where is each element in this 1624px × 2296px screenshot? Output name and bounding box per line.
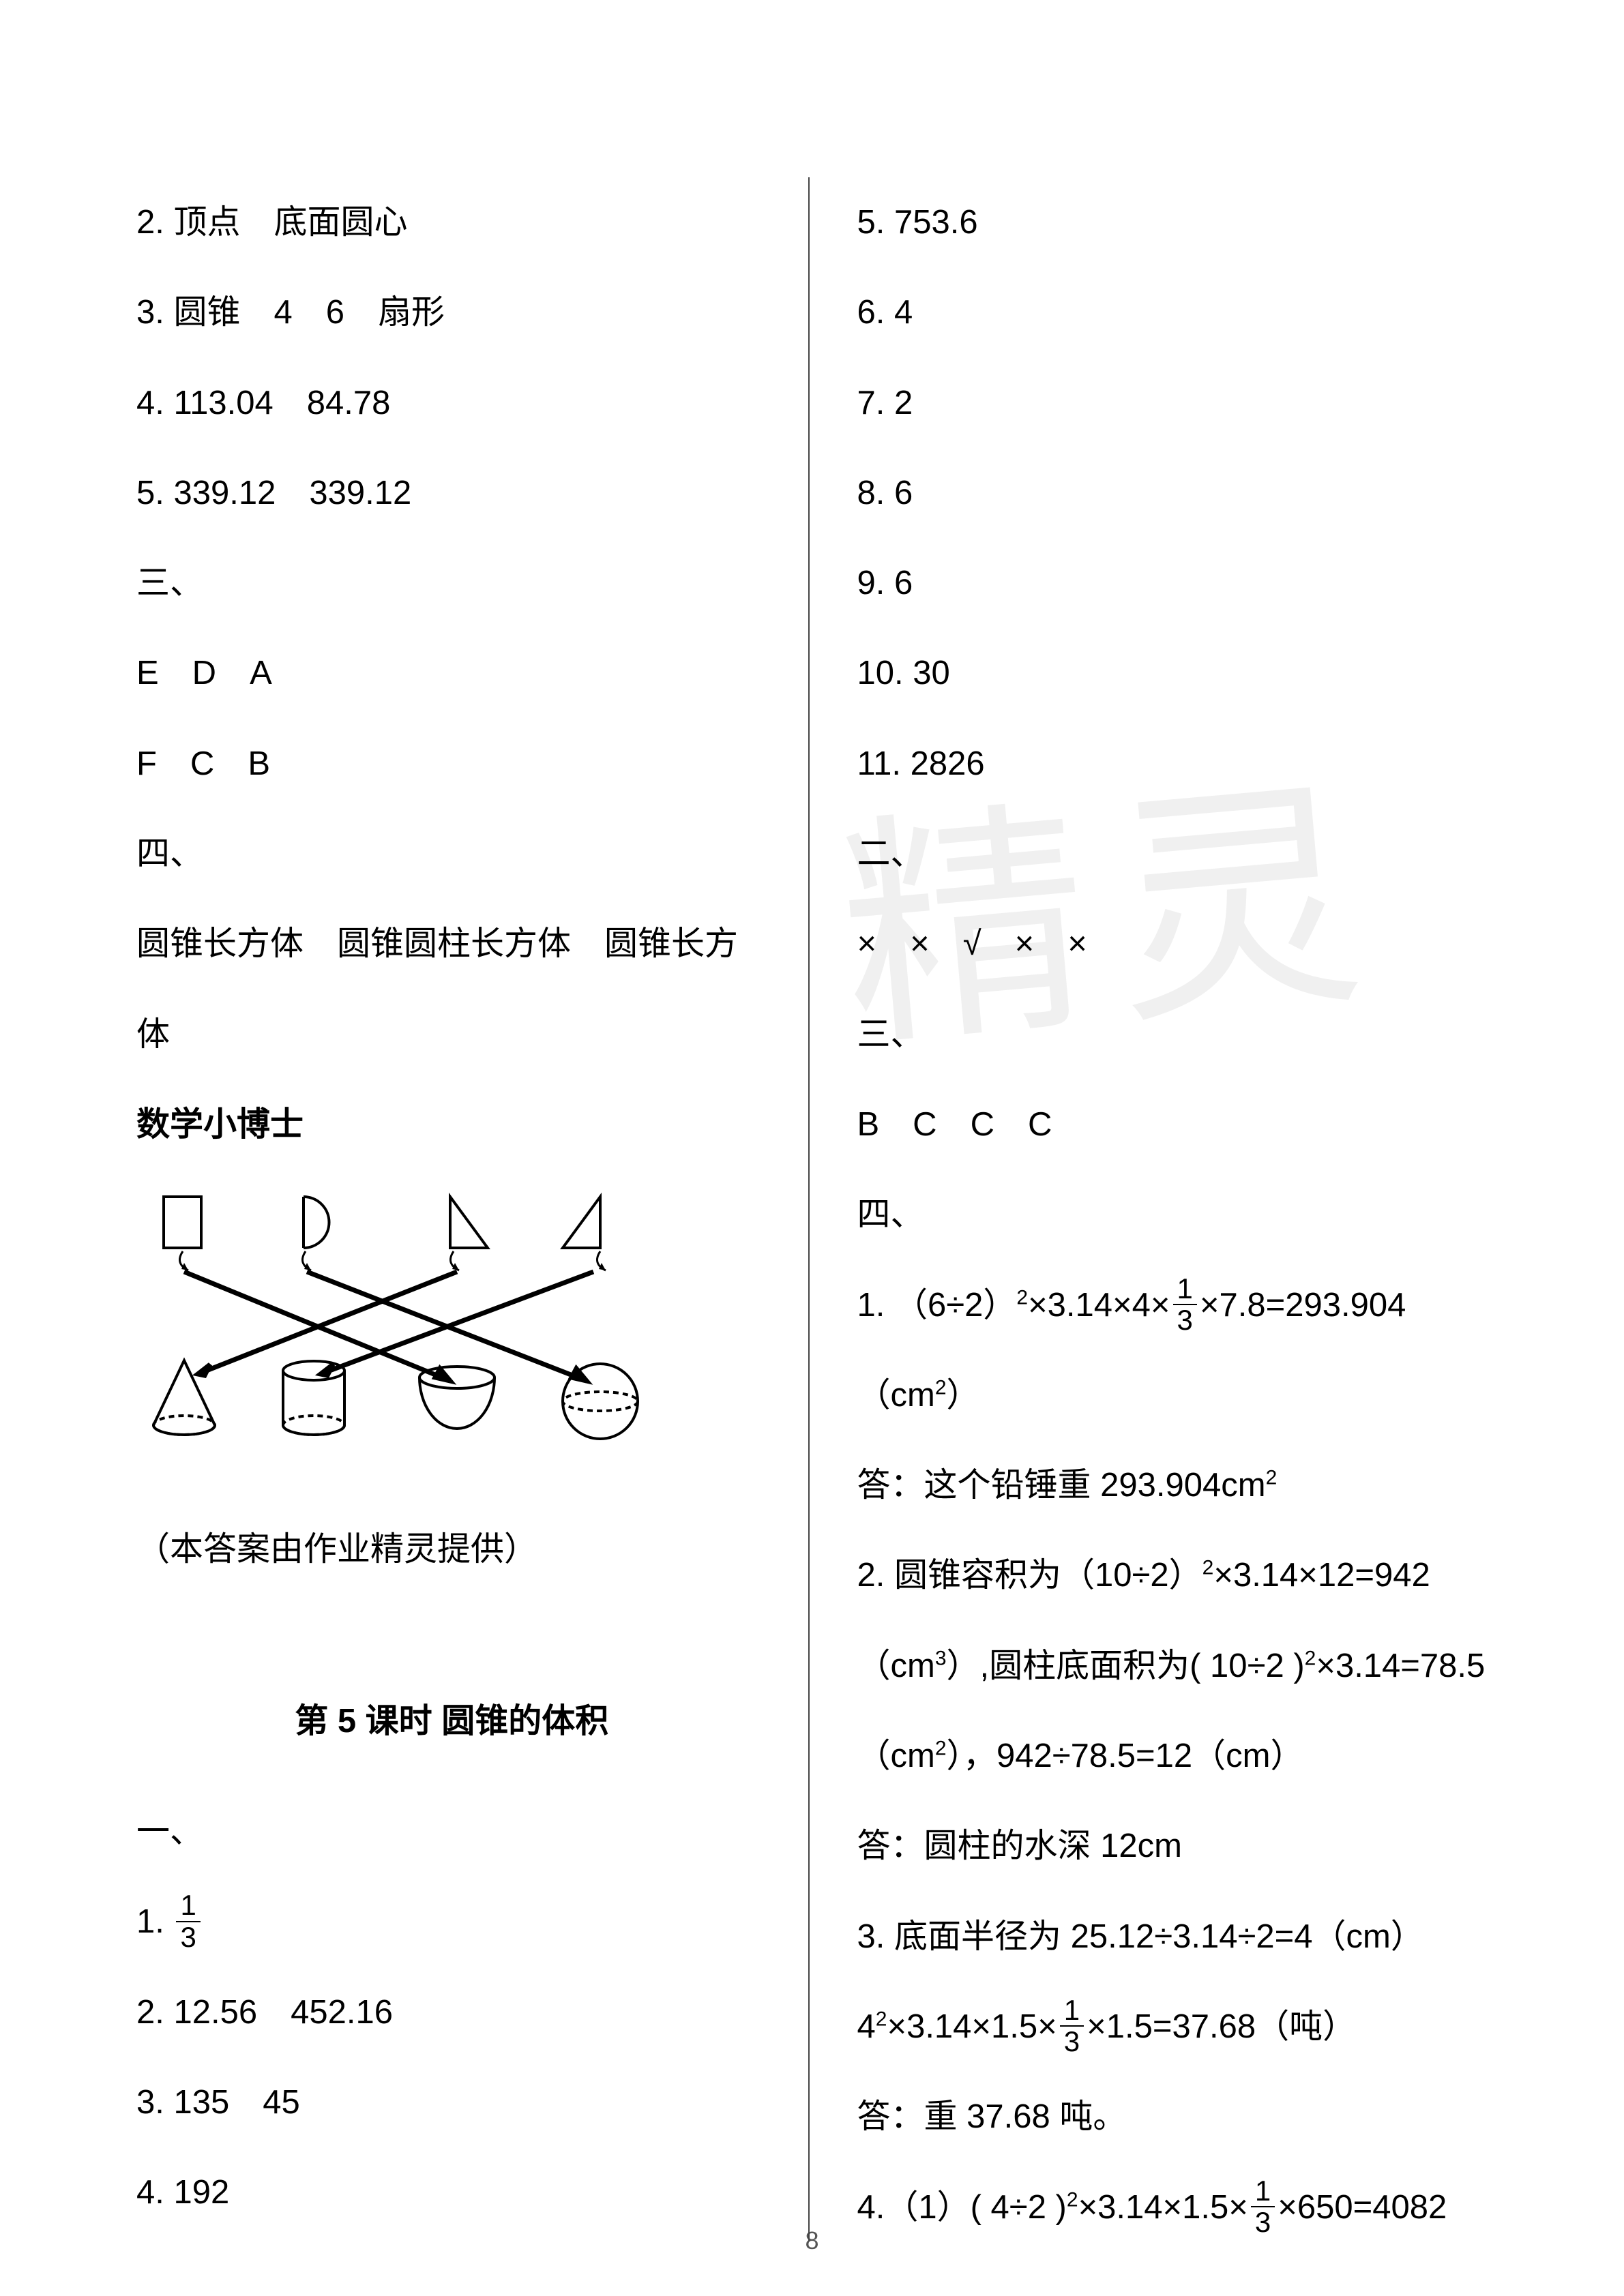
answer-line: 42×3.14×1.5×13×1.5=37.68（吨）: [857, 1982, 1488, 2072]
sup: 2: [935, 1738, 947, 1760]
answer-line: 9. 6: [857, 538, 1488, 628]
section-heading: 二、: [857, 809, 1488, 899]
sup: 2: [1202, 1557, 1214, 1579]
answer-line: 3. 圆锥 4 6 扇形: [136, 267, 767, 357]
answer-line: 体: [136, 989, 767, 1079]
text: ）,圆柱底面积为( 10÷2 ): [947, 1648, 1305, 1684]
text: ），942÷78.5=12（cm）: [947, 1738, 1304, 1774]
text: ×3.14×4×: [1028, 1287, 1170, 1324]
answer-line: F C B: [136, 719, 767, 809]
answer-line: 2. 12.56 452.16: [136, 1967, 767, 2057]
section-heading: 三、: [857, 989, 1488, 1079]
page: 2. 顶点 底面圆心 3. 圆锥 4 6 扇形 4. 113.04 84.78 …: [0, 0, 1624, 2296]
text: ×3.14×12=942: [1213, 1557, 1430, 1594]
credit-text: （本答案由作业精灵提供）: [136, 1504, 767, 1594]
answer-line: 1. （6÷2）2×3.14×4×13×7.8=293.904: [857, 1260, 1488, 1350]
answer-line: 8. 6: [857, 448, 1488, 538]
sup: 2: [876, 2008, 887, 2031]
text: 4: [857, 2008, 876, 2045]
answer-line: × × √ × ×: [857, 899, 1488, 989]
fraction: 13: [1251, 2176, 1275, 2237]
answer-line: 10. 30: [857, 628, 1488, 718]
text: ）: [947, 1377, 980, 1414]
answer-line: 2. 顶点 底面圆心: [136, 177, 767, 267]
answer-line: （cm3）,圆柱底面积为( 10÷2 )2×3.14=78.5: [857, 1621, 1488, 1711]
answer-line: 5. 339.12 339.12: [136, 448, 767, 538]
answer-line: 11. 2826: [857, 719, 1488, 809]
answer-line: 7. 2: [857, 358, 1488, 448]
answer-line: （cm2），942÷78.5=12（cm）: [857, 1711, 1488, 1801]
lesson-title: 第 5 课时 圆锥的体积: [136, 1676, 767, 1766]
answer-line: 圆锥长方体 圆锥圆柱长方体 圆锥长方: [136, 899, 767, 989]
answer-line: 3. 底面半径为 25.12÷3.14÷2=4（cm）: [857, 1892, 1488, 1982]
answer-line: 4. 113.04 84.78: [136, 358, 767, 448]
right-column: 5. 753.6 6. 4 7. 2 8. 6 9. 6 10. 30 11. …: [816, 177, 1488, 2241]
section-heading: 一、: [136, 1787, 767, 1877]
text: 2. 圆锥容积为（10÷2）: [857, 1557, 1202, 1594]
text: ×3.14=78.5: [1316, 1648, 1485, 1684]
text: （cm: [857, 1648, 935, 1684]
sup: 2: [1266, 1467, 1278, 1489]
answer-line: 4.（1）( 4÷2 )2×3.14×1.5×13×650=4082: [857, 2162, 1488, 2252]
answer-line: E D A: [136, 628, 767, 718]
text: 1. （6÷2）: [857, 1287, 1017, 1324]
answer-line: 3. 135 45: [136, 2057, 767, 2147]
matching-diagram: [136, 1183, 668, 1456]
answer-line: 6. 4: [857, 267, 1488, 357]
answer-line: （cm2）: [857, 1350, 1488, 1440]
label: 1.: [136, 1903, 173, 1940]
text: ×3.14×1.5×: [887, 2008, 1057, 2045]
left-column: 2. 顶点 底面圆心 3. 圆锥 4 6 扇形 4. 113.04 84.78 …: [136, 177, 801, 2241]
text: ×7.8=293.904: [1200, 1287, 1406, 1324]
answer-line: 答：重 37.68 吨。: [857, 2072, 1488, 2162]
column-divider: [808, 177, 810, 2241]
sup: 2: [1305, 1647, 1316, 1669]
text: （cm: [857, 1738, 935, 1774]
answer-line: 答：这个铅锤重 293.904cm2: [857, 1440, 1488, 1530]
answer-line: 5. 753.6: [857, 177, 1488, 267]
sup: 2: [1016, 1286, 1028, 1309]
fraction: 13: [176, 1890, 200, 1952]
fraction: 13: [1173, 1274, 1197, 1335]
text: 答：这个铅锤重 293.904cm: [857, 1467, 1266, 1504]
sup: 2: [1067, 2188, 1078, 2211]
answer-line: B C C C: [857, 1079, 1488, 1169]
text: 4.（1）( 4÷2 ): [857, 2189, 1067, 2226]
section-heading: 三、: [136, 538, 767, 628]
sup: 2: [935, 1377, 947, 1399]
sup: 3: [935, 1647, 947, 1669]
text: ×650=4082: [1278, 2189, 1447, 2226]
section-heading: 四、: [857, 1169, 1488, 1259]
section-heading: 四、: [136, 809, 767, 899]
answer-line: 答：圆柱的水深 12cm: [857, 1801, 1488, 1891]
text: （cm: [857, 1377, 935, 1414]
text: ×1.5=37.68（吨）: [1087, 2008, 1356, 2045]
subsection-title: 数学小博士: [136, 1079, 767, 1169]
text: ×3.14×1.5×: [1078, 2189, 1248, 2226]
fraction: 13: [1060, 1995, 1084, 2057]
answer-line: 2. 圆锥容积为（10÷2）2×3.14×12=942: [857, 1530, 1488, 1620]
answer-line: 4. 192: [136, 2147, 767, 2237]
answer-line: 1. 13: [136, 1877, 767, 1967]
